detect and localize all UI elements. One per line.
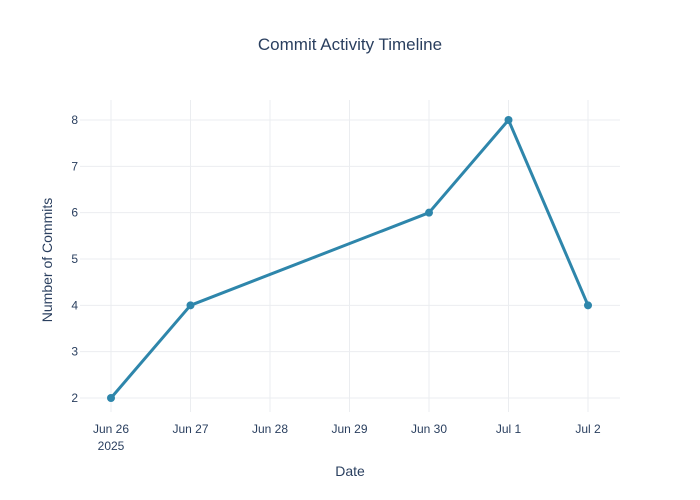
y-tick-label: 4 [71,298,78,312]
x-tick-label: Jun 28 [252,422,288,436]
x-tick-label: Jun 26 [93,422,129,436]
y-tick-label: 2 [71,391,78,405]
y-tick-label: 8 [71,113,78,127]
y-axis-label: Number of Commits [39,198,55,322]
chart-title: Commit Activity Timeline [258,35,442,54]
x-tick-sublabel: 2025 [98,439,125,453]
data-point[interactable] [107,394,115,402]
data-point[interactable] [504,116,513,124]
data-point[interactable] [584,301,592,310]
x-tick-label: Jun 27 [172,422,208,436]
x-tick-label: Jun 29 [331,422,367,436]
series-layer [107,116,592,402]
x-tick-label: Jun 30 [411,422,447,436]
data-point[interactable] [425,208,433,217]
tick-labels: Jun 26 2025 Jun 27 Jun 28 Jun 29 Jun 30 Jul 1 J… [71,113,601,453]
x-axis-label: Date [335,463,365,479]
y-tick-label: 3 [71,345,78,359]
data-point[interactable] [186,301,195,310]
y-tick-label: 6 [71,206,78,220]
y-tick-label: 5 [71,252,78,266]
grid [80,100,620,412]
x-tick-label: Jul 2 [575,422,601,436]
y-tick-label: 7 [71,159,78,173]
x-tick-label: Jul 1 [496,422,522,436]
